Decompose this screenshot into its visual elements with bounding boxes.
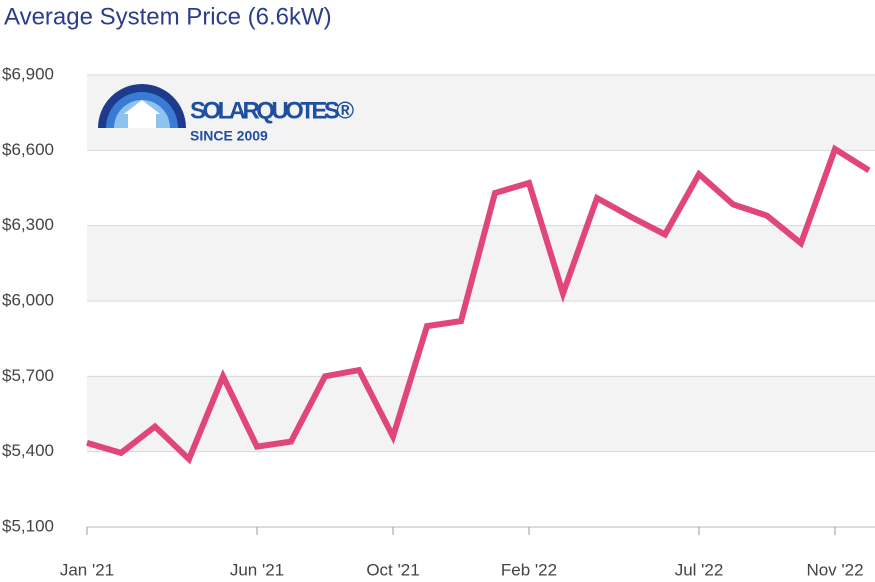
logo: SOLARQUOTES® SINCE 2009 (98, 84, 354, 144)
y-tick-label: $5,100 (2, 516, 54, 535)
grid-band (87, 75, 875, 151)
logo-name: SOLARQUOTES® (190, 97, 354, 124)
x-tick-label: Jan '21 (60, 560, 114, 579)
y-tick-label: $5,700 (2, 366, 54, 385)
x-tick-label: Jul '22 (675, 560, 724, 579)
y-tick-label: $5,400 (2, 441, 54, 460)
logo-house (124, 100, 160, 128)
x-tick-label: Nov '22 (806, 560, 863, 579)
chart-title: Average System Price (6.6kW) (4, 3, 332, 30)
logo-tagline: SINCE 2009 (190, 128, 268, 144)
x-tick-label: Jun '21 (230, 560, 284, 579)
x-tick-label: Feb '22 (501, 560, 557, 579)
y-tick-label: $6,000 (2, 290, 54, 309)
y-tick-label: $6,300 (2, 215, 54, 234)
y-tick-label: $6,900 (2, 64, 54, 83)
x-tick-label: Oct '21 (366, 560, 419, 579)
line (86, 144, 871, 465)
y-tick-label: $6,600 (2, 140, 54, 159)
